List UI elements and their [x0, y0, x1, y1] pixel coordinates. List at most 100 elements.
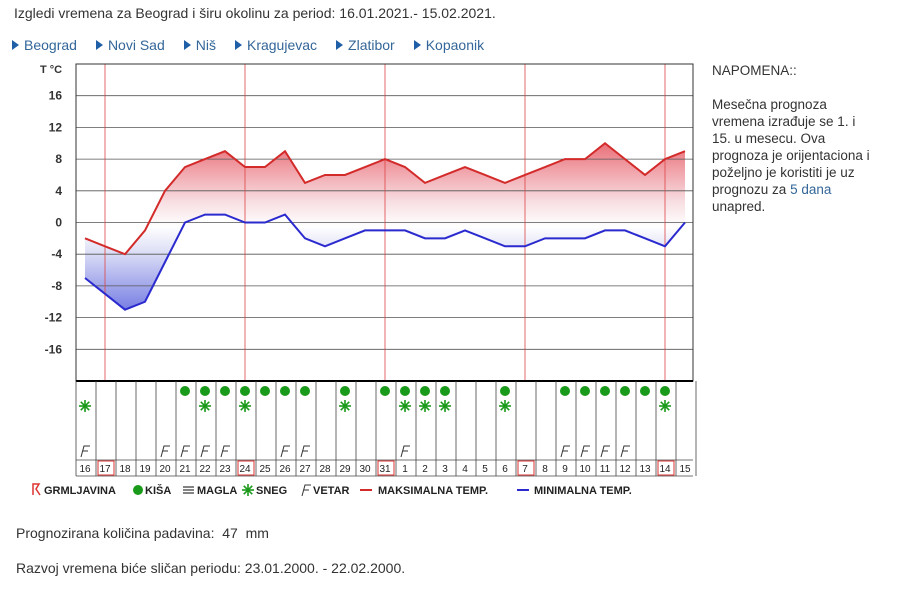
wind-icon [200, 445, 210, 458]
snow-stroke [660, 401, 670, 411]
five-day-link[interactable]: 5 dana [790, 182, 832, 197]
day-highlight-box [377, 460, 395, 476]
wind-icon [280, 445, 290, 458]
wind-stroke [220, 445, 230, 458]
day-label: 17 [99, 464, 111, 475]
rain-icon [640, 386, 650, 396]
wind-stroke [300, 445, 310, 458]
y-tick-label: 4 [55, 184, 62, 198]
day-highlight-box [657, 460, 675, 476]
y-tick-label: 8 [55, 152, 62, 166]
wind-icon [400, 445, 410, 458]
city-label: Kragujevac [246, 37, 318, 53]
wind-stroke [80, 445, 90, 458]
day-label: 25 [259, 464, 271, 475]
note-panel: NAPOMENA:: Mesečna prognoza vremena izra… [712, 62, 877, 215]
day-label: 23 [219, 464, 231, 475]
snow-icon [339, 400, 351, 412]
snow-stroke [240, 401, 250, 411]
day-highlight-box [237, 460, 255, 476]
rain-icon [380, 386, 390, 396]
snow-icon [499, 400, 511, 412]
wind-stroke [580, 445, 590, 458]
note-text: Mesečna prognoza vremena izrađuje se 1. … [712, 97, 870, 197]
arrow-right-icon [95, 40, 103, 50]
plot-background [76, 64, 693, 476]
day-label: 14 [659, 464, 671, 475]
wind-icon [600, 445, 610, 458]
y-tick-label: -12 [45, 311, 63, 325]
note-body: Mesečna prognoza vremena izrađuje se 1. … [712, 96, 877, 215]
day-label: 13 [639, 464, 651, 475]
day-label: 22 [199, 464, 211, 475]
snow-stroke [80, 401, 90, 411]
note-text-end: unapred. [712, 199, 766, 214]
wind-stroke [180, 445, 190, 458]
day-label: 16 [79, 464, 91, 475]
day-label: 5 [482, 464, 488, 475]
snow-icon [439, 400, 451, 412]
day-label: 31 [379, 464, 391, 475]
y-tick-label: -8 [51, 279, 62, 293]
rain-icon [240, 386, 250, 396]
rain-icon [340, 386, 350, 396]
wind-icon [560, 445, 570, 458]
wind-icon [180, 445, 190, 458]
arrow-right-icon [12, 40, 19, 50]
day-label: 4 [462, 464, 468, 475]
day-label: 29 [339, 464, 351, 475]
arrow-right-icon [336, 40, 344, 50]
city-label: Novi Sad [107, 37, 165, 53]
snow-icon [199, 400, 211, 412]
legend-min-label: MINIMALNA TEMP. [534, 485, 632, 497]
city-label: Zlatibor [348, 37, 395, 53]
wind-stroke [160, 445, 170, 458]
city-link-zlatibor[interactable]: Zlatibor [336, 37, 395, 53]
day-highlight-box [517, 460, 535, 476]
snow-stroke [243, 485, 253, 495]
rain-icon [580, 386, 590, 396]
city-link-kopaonik[interactable]: Kopaonik [413, 37, 484, 53]
legend-rain-label: KIŠA [145, 484, 171, 497]
day-label: 1 [402, 464, 408, 475]
day-label: 2 [422, 464, 428, 475]
y-axis-label: T °C [40, 64, 62, 76]
legend-snow-icon [242, 484, 254, 496]
city-link-novi-sad[interactable]: Novi Sad [95, 37, 165, 53]
note-heading: NAPOMENA:: [712, 63, 797, 78]
city-link-kragujevac[interactable]: Kragujevac [234, 37, 318, 53]
day-label: 27 [299, 464, 311, 475]
city-label: Beograd [24, 37, 77, 53]
y-tick-label: 0 [55, 216, 62, 230]
y-tick-label: -4 [51, 247, 62, 261]
wind-icon [80, 445, 90, 458]
legend-fog-label: MAGLA [197, 485, 237, 497]
legend-rain-icon [133, 485, 143, 495]
wind-icon [620, 445, 630, 458]
snow-icon [419, 400, 431, 412]
legend-wind-label: VETAR [313, 485, 350, 497]
day-label: 15 [679, 464, 691, 475]
legend-storm-label: GRMLJAVINA [44, 485, 116, 497]
snow-stroke [500, 401, 510, 411]
day-label: 8 [542, 464, 548, 475]
min-temp-line [84, 213, 686, 311]
wind-stroke [400, 445, 410, 458]
snow-stroke [440, 401, 450, 411]
rain-icon [620, 386, 630, 396]
rain-icon [400, 386, 410, 396]
day-highlight-box [97, 460, 115, 476]
wind-stroke [600, 445, 610, 458]
arrow-right-icon [183, 40, 191, 50]
city-link-beograd[interactable]: Beograd [12, 37, 77, 53]
city-link-nis[interactable]: Niš [183, 37, 216, 53]
rain-icon [500, 386, 510, 396]
fog-icon [183, 486, 194, 494]
snow-stroke [400, 401, 410, 411]
rain-icon [180, 386, 190, 396]
legend-wind-icon [301, 484, 311, 497]
day-label: 6 [502, 464, 508, 475]
day-label: 24 [239, 464, 251, 475]
rain-icon [280, 386, 290, 396]
